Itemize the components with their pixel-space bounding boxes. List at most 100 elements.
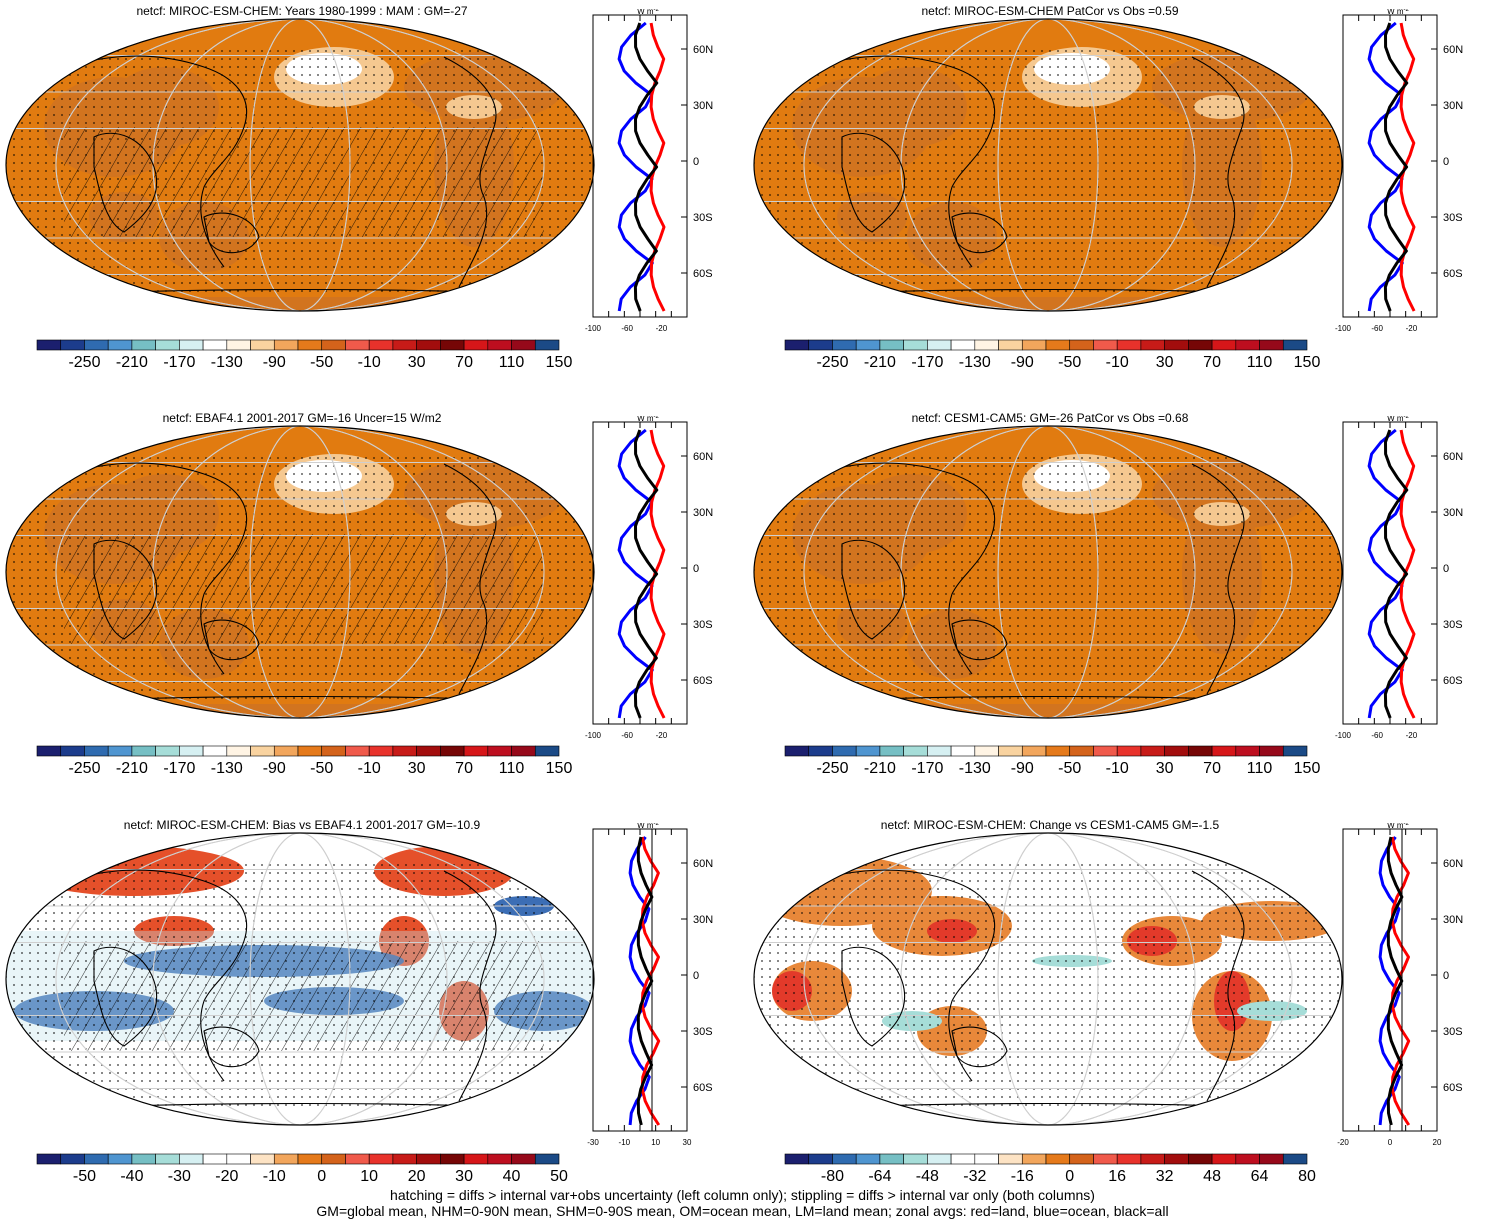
- zonal-y-tick-label: 0: [693, 563, 699, 575]
- colorbar-swatch: [273, 1153, 299, 1165]
- colorbar-swatch: [297, 1153, 323, 1165]
- colorbar-swatch: [974, 745, 999, 757]
- colorbar-swatch: [808, 745, 833, 757]
- zonal-x-tick-label: -10: [619, 1138, 631, 1147]
- panel-title-3: netcf: EBAF4.1 2001-2017 GM=-16 Uncer=15…: [162, 411, 442, 425]
- colorbar-swatch: [463, 745, 489, 757]
- zonal-x-tick-label: -100: [585, 324, 602, 333]
- colorbar-label: -250: [68, 354, 101, 371]
- colorbar-swatch: [855, 1153, 881, 1165]
- colorbar-swatch: [832, 745, 857, 757]
- colorbar-swatch: [832, 339, 857, 351]
- footer-line-1: hatching = diffs > internal var+obs unce…: [390, 1187, 1095, 1203]
- colorbar-label: -210: [115, 760, 148, 777]
- stippling: [754, 861, 1342, 1111]
- colorbar-swatch: [903, 339, 928, 351]
- colorbar-label: -210: [115, 354, 148, 371]
- colorbar-swatch: [1045, 1153, 1071, 1165]
- colorbar-swatch: [927, 1153, 952, 1165]
- colorbar-swatch: [60, 339, 85, 351]
- colorbar-swatch: [998, 339, 1023, 351]
- colorbar-swatch: [487, 745, 512, 757]
- colorbar-swatch: [226, 339, 251, 351]
- zonal-y-tick-label: 30N: [1443, 507, 1463, 519]
- colorbar-label: -130: [958, 354, 991, 371]
- colorbar-swatch: [250, 339, 275, 351]
- colorbar-label: 0: [317, 1168, 327, 1185]
- colorbar-label: -170: [911, 760, 944, 777]
- zonal-y-tick-label: 60N: [693, 858, 713, 870]
- zonal-y-tick-label: 60N: [1443, 451, 1463, 463]
- map-4: [753, 425, 1343, 719]
- colorbar-swatch: [84, 339, 109, 351]
- colorbar-swatch: [1188, 745, 1213, 757]
- colorbar-swatch: [179, 745, 204, 757]
- zonal-y-tick-label: 60S: [693, 675, 713, 687]
- colorbar-swatch: [440, 1153, 465, 1165]
- colorbar-swatch: [855, 339, 881, 351]
- zonal-y-tick-label: 60S: [1443, 675, 1463, 687]
- colorbar-swatch: [1164, 745, 1189, 757]
- colorbar-label: -210: [863, 354, 896, 371]
- colorbar-label: 50: [550, 1168, 568, 1185]
- zonal-y-tick-label: 30S: [693, 619, 713, 631]
- zonal-y-tick-label: 60S: [693, 1082, 713, 1094]
- colorbar-swatch: [1259, 339, 1284, 351]
- zonal-x-tick-label: -20: [1406, 324, 1418, 333]
- colorbar-label: -250: [816, 354, 849, 371]
- colorbar-swatch: [1164, 339, 1189, 351]
- colorbar-swatch: [974, 339, 999, 351]
- colorbar-label: -50: [310, 760, 334, 777]
- colorbar-label: -64: [868, 1168, 892, 1185]
- colorbar-label: 30: [407, 354, 426, 371]
- zonal-y-tick-label: 60N: [1443, 44, 1463, 56]
- colorbar-swatch: [60, 745, 85, 757]
- colorbar-label: 70: [455, 760, 473, 777]
- colorbar-label: -20: [215, 1168, 239, 1185]
- zonal-x-tick-label: 10: [651, 1138, 660, 1147]
- colorbar-label: -30: [167, 1168, 191, 1185]
- colorbar-swatch: [463, 339, 489, 351]
- map-field: [6, 426, 594, 718]
- colorbar-4: [784, 745, 1308, 757]
- zonal-x-tick-label: -60: [1371, 324, 1383, 333]
- colorbar-6: [784, 1153, 1308, 1165]
- zonal-y-tick-label: 30N: [693, 100, 713, 112]
- colorbar-label: 30: [1155, 760, 1174, 777]
- colorbar-swatch: [1164, 1153, 1189, 1165]
- map-6: [753, 832, 1343, 1126]
- colorbar-swatch: [416, 1153, 441, 1165]
- map-field: [6, 19, 594, 311]
- colorbar-swatch: [1093, 1153, 1118, 1165]
- zonal-y-tick-label: 30N: [693, 507, 713, 519]
- colorbar-label: 110: [498, 760, 525, 777]
- colorbar-swatch: [487, 339, 512, 351]
- colorbar-swatch: [60, 1153, 85, 1165]
- colorbar-swatch: [107, 1153, 133, 1165]
- colorbar-swatch: [155, 339, 180, 351]
- colorbar-swatch: [1235, 339, 1260, 351]
- colorbar-swatch: [440, 745, 465, 757]
- colorbar-swatch: [131, 339, 156, 351]
- zonal-land-curve: [640, 836, 661, 1126]
- colorbar-label: -170: [911, 354, 944, 371]
- hatching: [64, 941, 544, 1051]
- map-outline: [5, 425, 595, 719]
- zonal-unit-label: W m-2: [1387, 416, 1409, 423]
- panel-title-1: netcf: MIROC-ESM-CHEM: Years 1980-1999 :…: [136, 4, 468, 18]
- colorbar-swatch: [1282, 1153, 1308, 1165]
- colorbar-label: -32: [963, 1168, 987, 1185]
- colorbar-label: 150: [545, 760, 573, 777]
- colorbar-swatch: [155, 1153, 180, 1165]
- colorbar-swatch: [84, 745, 109, 757]
- zonal-y-tick-label: 60S: [1443, 1082, 1463, 1094]
- colorbar-label: 70: [1203, 354, 1221, 371]
- zonal-y-tick-label: 30N: [693, 914, 713, 926]
- colorbar-swatch: [534, 339, 560, 351]
- colorbar-swatch: [832, 1153, 857, 1165]
- zonal-unit-label: W m-2: [637, 9, 659, 16]
- colorbar-2: [784, 339, 1308, 351]
- colorbar-swatch: [273, 745, 299, 757]
- zonal-mean-panel-4: W m-2 60N 30N 0 30S 60S -100 -60 -20: [1335, 416, 1463, 740]
- colorbar-swatch: [273, 339, 299, 351]
